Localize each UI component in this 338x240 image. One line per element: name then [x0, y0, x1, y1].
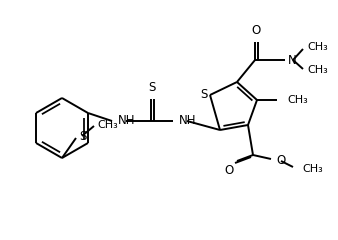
Text: O: O — [276, 155, 285, 168]
Text: S: S — [201, 89, 208, 102]
Text: CH₃: CH₃ — [302, 164, 323, 174]
Text: CH₃: CH₃ — [97, 120, 118, 130]
Text: CH₃: CH₃ — [287, 95, 308, 105]
Text: CH₃: CH₃ — [307, 42, 328, 52]
Text: NH: NH — [179, 114, 196, 127]
Text: S: S — [148, 81, 156, 94]
Text: O: O — [251, 24, 261, 37]
Text: NH: NH — [118, 114, 136, 127]
Text: S: S — [79, 131, 87, 144]
Text: CH₃: CH₃ — [307, 65, 328, 75]
Text: O: O — [224, 163, 234, 176]
Text: N: N — [288, 54, 297, 66]
